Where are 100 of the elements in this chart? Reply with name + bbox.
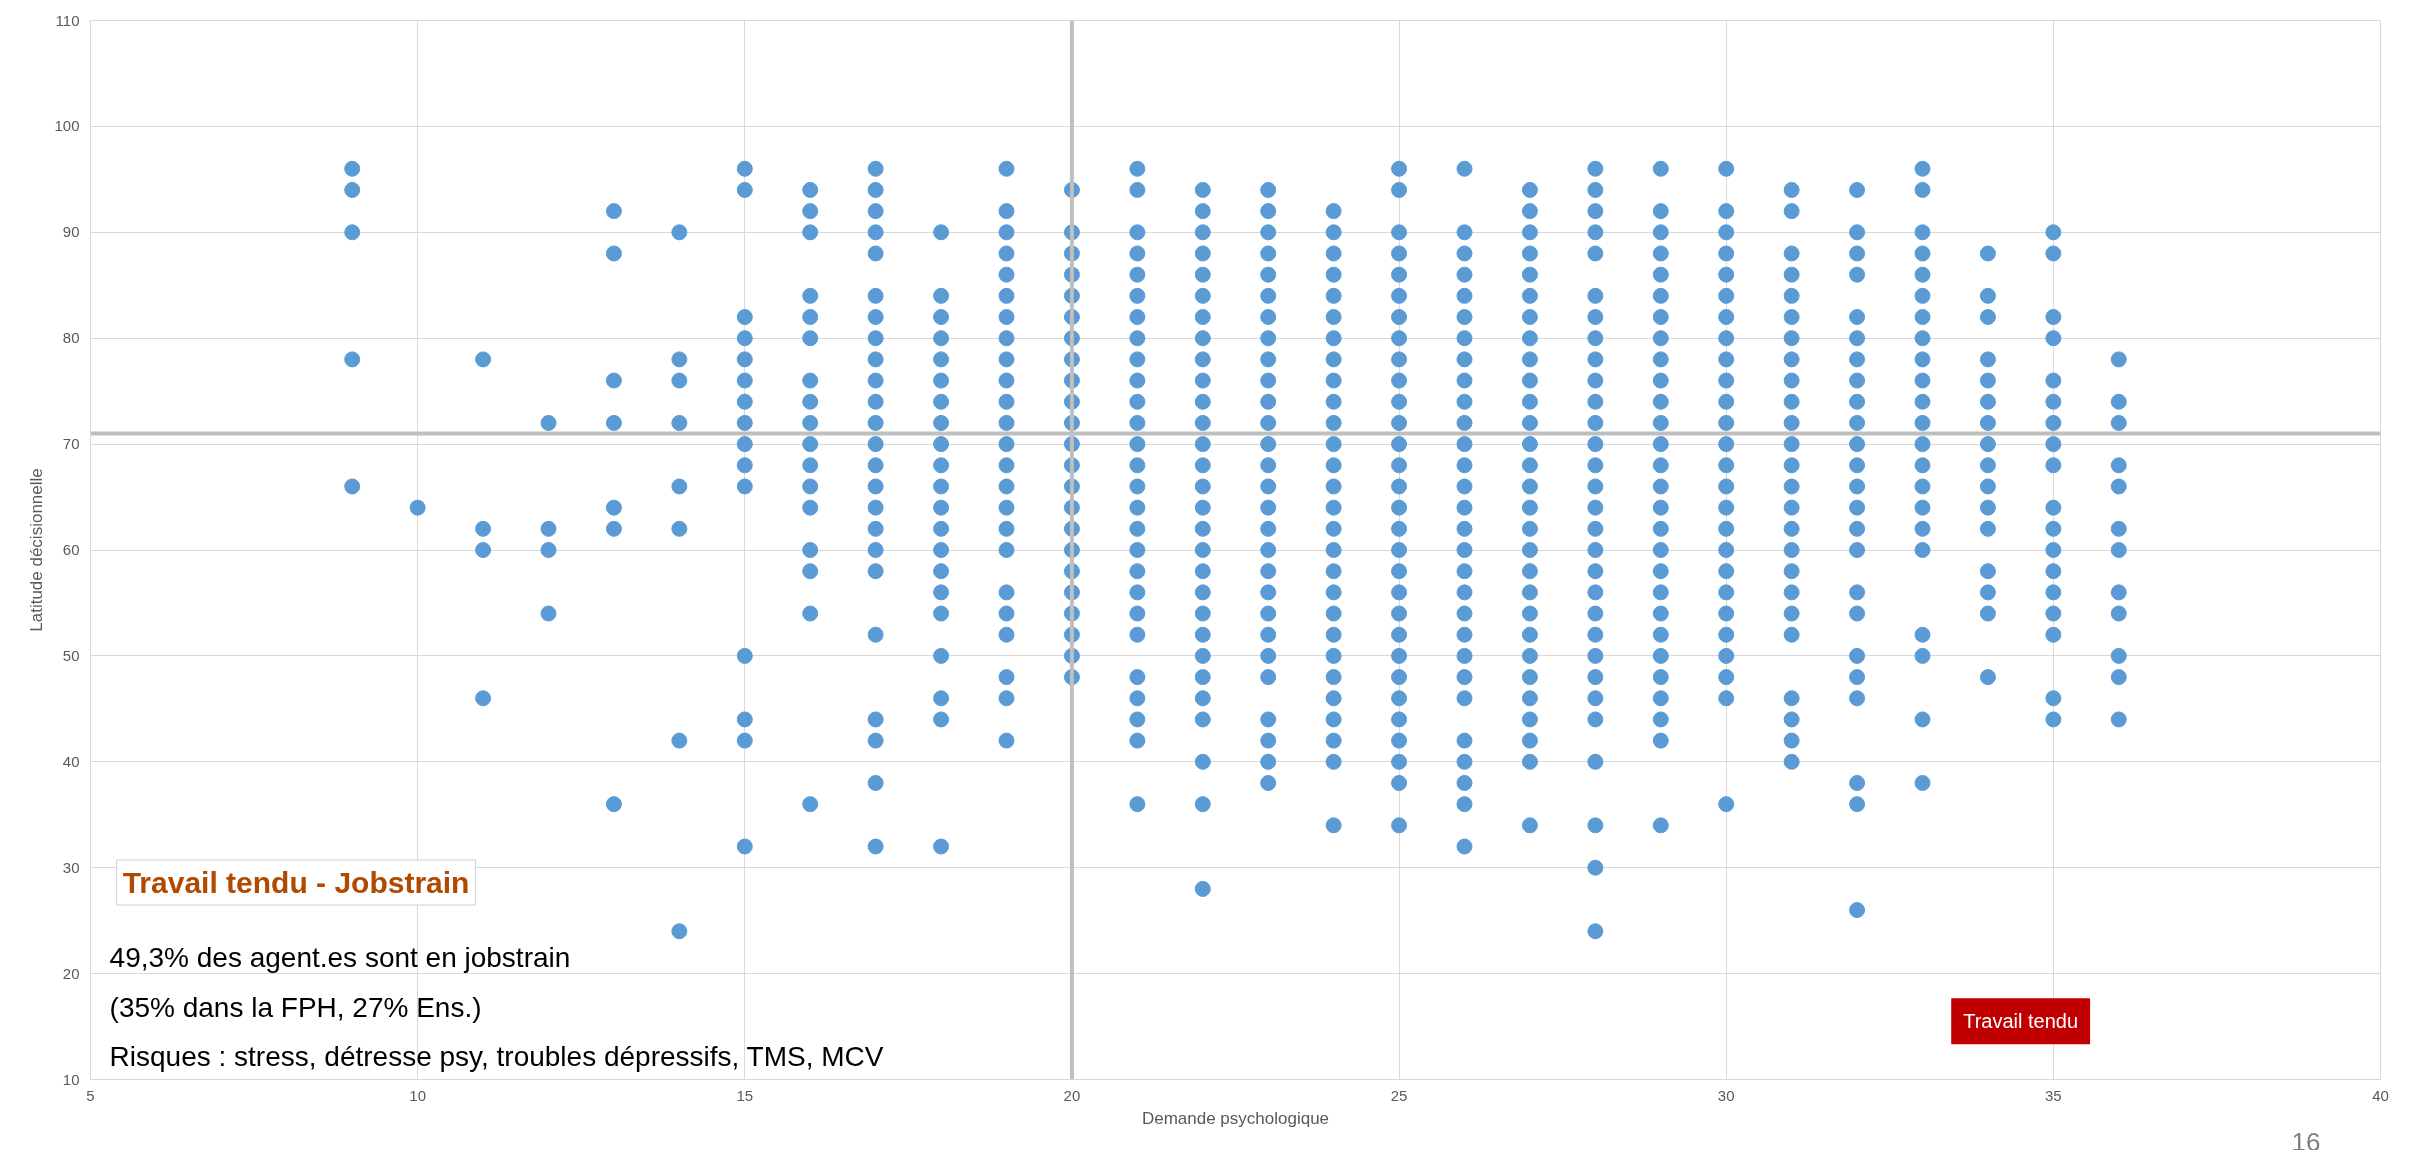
point bbox=[1456, 309, 1473, 326]
point bbox=[1718, 393, 1735, 410]
point bbox=[1260, 245, 1277, 262]
point bbox=[998, 520, 1015, 537]
point bbox=[1325, 457, 1342, 474]
point bbox=[867, 499, 884, 516]
point bbox=[1914, 414, 1931, 431]
point bbox=[1521, 690, 1538, 707]
point bbox=[802, 309, 819, 326]
y-tick-label: 50 bbox=[62, 646, 80, 664]
point bbox=[1391, 584, 1408, 601]
point bbox=[1456, 584, 1473, 601]
point bbox=[671, 520, 688, 537]
point bbox=[1129, 287, 1146, 304]
point bbox=[998, 414, 1015, 431]
point bbox=[998, 287, 1015, 304]
point bbox=[736, 372, 753, 389]
point bbox=[1194, 393, 1211, 410]
point bbox=[1849, 414, 1866, 431]
point bbox=[1849, 457, 1866, 474]
point bbox=[933, 224, 950, 241]
point bbox=[1914, 245, 1931, 262]
point bbox=[1325, 372, 1342, 389]
point bbox=[1783, 351, 1800, 368]
point bbox=[2045, 499, 2062, 516]
point bbox=[933, 393, 950, 410]
point bbox=[1587, 626, 1604, 643]
point bbox=[1652, 732, 1669, 749]
point bbox=[736, 732, 753, 749]
y-tick-label: 90 bbox=[62, 223, 80, 241]
point bbox=[1652, 393, 1669, 410]
point bbox=[1783, 711, 1800, 728]
point bbox=[802, 478, 819, 495]
point bbox=[1521, 732, 1538, 749]
point bbox=[1325, 436, 1342, 453]
point bbox=[802, 414, 819, 431]
point bbox=[1587, 478, 1604, 495]
point bbox=[1456, 669, 1473, 686]
point bbox=[605, 796, 622, 813]
point bbox=[867, 160, 884, 177]
point bbox=[1652, 330, 1669, 347]
point bbox=[1129, 245, 1146, 262]
point bbox=[1652, 414, 1669, 431]
point bbox=[1652, 669, 1669, 686]
point bbox=[998, 160, 1015, 177]
point bbox=[1979, 414, 1996, 431]
point bbox=[1849, 542, 1866, 558]
point bbox=[1260, 287, 1277, 304]
point bbox=[1718, 520, 1735, 537]
point bbox=[998, 542, 1015, 558]
point bbox=[998, 690, 1015, 707]
point bbox=[540, 414, 557, 431]
point bbox=[1194, 478, 1211, 495]
point bbox=[2110, 351, 2127, 368]
point bbox=[1587, 584, 1604, 601]
point bbox=[1260, 732, 1277, 749]
point bbox=[1456, 753, 1473, 770]
point bbox=[1391, 330, 1408, 347]
point bbox=[1849, 647, 1866, 664]
annotation: Travail tendu - Jobstrain bbox=[122, 866, 470, 900]
point bbox=[1652, 690, 1669, 707]
point bbox=[1325, 817, 1342, 834]
point bbox=[1587, 817, 1604, 834]
point bbox=[736, 647, 753, 664]
point bbox=[1979, 351, 1996, 368]
point bbox=[1325, 393, 1342, 410]
point bbox=[933, 542, 950, 558]
point bbox=[1979, 478, 1996, 495]
y-tick-label: 60 bbox=[62, 541, 80, 558]
point bbox=[1260, 647, 1277, 664]
point bbox=[1456, 690, 1473, 707]
point bbox=[998, 351, 1015, 368]
point bbox=[1194, 309, 1211, 326]
point bbox=[1129, 224, 1146, 241]
y-tick-label: 30 bbox=[62, 858, 80, 876]
point bbox=[1194, 626, 1211, 643]
point bbox=[1849, 330, 1866, 347]
point bbox=[1587, 203, 1604, 220]
point bbox=[2045, 542, 2062, 558]
point bbox=[1979, 436, 1996, 453]
point bbox=[1194, 605, 1211, 622]
point bbox=[998, 732, 1015, 749]
point bbox=[1391, 669, 1408, 686]
point bbox=[1129, 181, 1146, 198]
point bbox=[2110, 669, 2127, 686]
point bbox=[1849, 393, 1866, 410]
point bbox=[867, 224, 884, 241]
point bbox=[1456, 563, 1473, 580]
point bbox=[1587, 753, 1604, 770]
point bbox=[1783, 457, 1800, 474]
point bbox=[1914, 330, 1931, 347]
point bbox=[998, 245, 1015, 262]
point bbox=[1521, 351, 1538, 368]
point bbox=[1391, 817, 1408, 834]
point bbox=[1129, 542, 1146, 558]
x-tick-label: 25 bbox=[1390, 1086, 1408, 1104]
point bbox=[867, 542, 884, 558]
annotation: Risques : stress, détresse psy, troubles dépressifs, TMS, MCV bbox=[109, 1040, 884, 1072]
point bbox=[1194, 542, 1211, 558]
point bbox=[1783, 690, 1800, 707]
